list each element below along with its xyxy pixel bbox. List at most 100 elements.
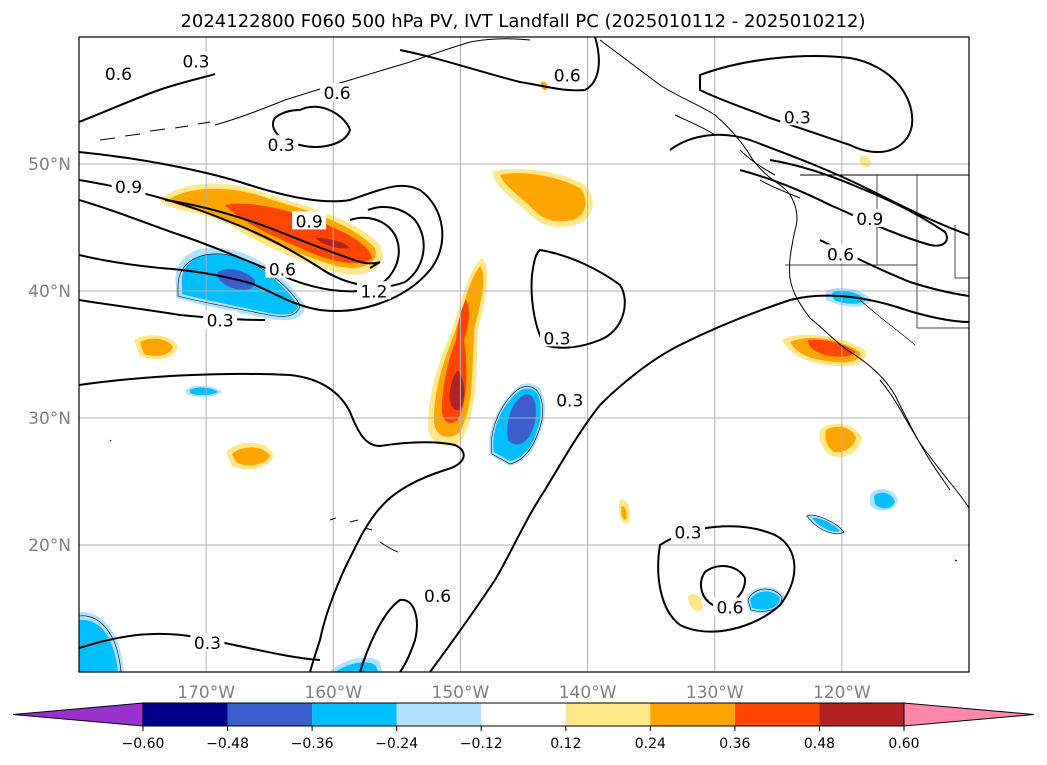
pv-negative-patch bbox=[507, 394, 536, 445]
pv-negative-patch bbox=[190, 387, 218, 396]
contour-label: 0.3 bbox=[674, 524, 701, 544]
contour-label: 0.3 bbox=[194, 634, 221, 654]
contour-label: 0.9 bbox=[856, 210, 883, 230]
contour-label: 0.6 bbox=[716, 599, 743, 619]
contour-line-0.6-coast bbox=[739, 159, 948, 247]
contour-line-0.6 bbox=[79, 73, 216, 123]
contour-labels: 0.6 0.3 0.6 0.3 0.6 0.3 0.9 0.9 0.6 0.3 1.2 0.9 0.6 0… bbox=[101, 51, 887, 654]
y-tick-labels: 20°N 30°N 40°N 50°N bbox=[28, 155, 71, 556]
x-tick-labels: 170°W 160°W 150°W 140°W 130°W 120°W bbox=[177, 683, 871, 703]
contour-label: 0.3 bbox=[544, 329, 571, 349]
map-content: 0.6 0.3 0.6 0.3 0.6 0.3 0.9 0.9 0.6 0.3 1.2 0.9 0.6 0… bbox=[79, 37, 969, 672]
contour-label-bg bbox=[712, 597, 747, 616]
pv-positive-patch bbox=[825, 426, 856, 453]
colorbar-bin bbox=[143, 703, 228, 726]
shade-outline bbox=[491, 386, 543, 465]
y-tick-label: 50°N bbox=[28, 155, 71, 175]
bc-islands bbox=[674, 114, 801, 199]
colorbar-bin bbox=[481, 703, 566, 726]
contour-line-0.3 bbox=[699, 54, 914, 154]
pv-positive-patch bbox=[621, 506, 627, 520]
contour-line-0.3-mid bbox=[79, 372, 465, 672]
y-tick-label: 30°N bbox=[28, 409, 71, 429]
contour-line-0.6-south bbox=[359, 598, 418, 672]
colorbar-bin bbox=[396, 703, 482, 726]
x-tick-label: 120°W bbox=[813, 683, 871, 703]
pv-shading bbox=[79, 81, 898, 672]
contour-label-bg bbox=[320, 83, 355, 102]
pv-positive-patch bbox=[140, 338, 173, 356]
contour-label-bg bbox=[552, 390, 587, 409]
contour-line-0.6 bbox=[399, 37, 600, 92]
pv-negative-patch bbox=[812, 517, 840, 532]
contour-line-0.9 bbox=[79, 199, 400, 293]
contour-label: 0.6 bbox=[324, 84, 351, 104]
colorbar-bin bbox=[650, 703, 735, 726]
small-island bbox=[109, 439, 112, 442]
pv-positive-patch bbox=[315, 238, 350, 249]
contour-label-bg bbox=[540, 328, 575, 347]
pv-negative-patch bbox=[79, 619, 118, 672]
contour-label: 0.3 bbox=[784, 108, 811, 128]
contour-label: 0.6 bbox=[269, 261, 296, 281]
map-frame bbox=[78, 36, 970, 673]
alaska-coast bbox=[214, 38, 531, 126]
colorbar-tick-label: −0.48 bbox=[206, 736, 249, 752]
colorbar-tick-label: −0.24 bbox=[375, 736, 418, 752]
contour-label: 1.2 bbox=[360, 282, 387, 302]
baja-coast bbox=[879, 379, 951, 491]
contour-label-bg bbox=[550, 65, 585, 84]
pv-positive-patch bbox=[500, 173, 586, 222]
colorbar-tick-label: −0.60 bbox=[122, 736, 165, 752]
contour-label-bg bbox=[671, 522, 706, 541]
pv-negative-patch bbox=[336, 662, 378, 672]
colorbar: −0.60 −0.48 −0.36 −0.24 −0.12 0.12 0.24 0.36 0.4… bbox=[12, 702, 1035, 752]
colorbar-tick-label: −0.12 bbox=[460, 736, 503, 752]
colorbar-bin bbox=[819, 703, 904, 726]
contour-line-0.3-center bbox=[530, 248, 626, 349]
contour-line-0.3-south bbox=[79, 299, 266, 321]
colorbar-tick-label: 0.48 bbox=[804, 736, 835, 752]
contour-label-bg bbox=[265, 259, 300, 278]
contour-label-bg bbox=[178, 51, 213, 70]
aleutian-islands bbox=[99, 121, 211, 141]
contour-label-bg bbox=[420, 586, 455, 605]
contour-label: 0.3 bbox=[182, 52, 209, 72]
small-island bbox=[954, 559, 958, 562]
contour-label: 0.3 bbox=[268, 136, 295, 156]
pv-negative-patch bbox=[750, 591, 780, 610]
contour-line-0.6 bbox=[79, 179, 425, 288]
x-tick-label: 160°W bbox=[304, 683, 362, 703]
shade-outline bbox=[806, 514, 845, 535]
contour-label-bg bbox=[356, 281, 391, 300]
contour-line-0.3 bbox=[272, 105, 352, 148]
colorbar-tick-label: 0.24 bbox=[635, 736, 666, 752]
x-tick-label: 170°W bbox=[177, 683, 235, 703]
colorbar-extend-high bbox=[903, 702, 1035, 727]
colorbar-bin bbox=[227, 703, 313, 726]
colorbar-tick-label: 0.36 bbox=[719, 736, 750, 752]
pv-positive-patch bbox=[688, 593, 703, 612]
x-tick-label: 140°W bbox=[559, 683, 617, 703]
contour-label: 0.6 bbox=[424, 587, 451, 607]
contour-label: 0.9 bbox=[115, 178, 142, 198]
contour-label-bg bbox=[780, 107, 815, 126]
pv-positive-patch bbox=[808, 339, 856, 357]
y-tick-label: 20°N bbox=[28, 536, 71, 556]
contour-label-bg bbox=[264, 135, 299, 154]
colorbar-bin bbox=[565, 703, 651, 726]
coastlines bbox=[99, 38, 969, 562]
contour-label: 0.9 bbox=[296, 212, 323, 232]
contour-label: 0.3 bbox=[556, 391, 583, 411]
contour-label-bg bbox=[190, 633, 225, 652]
contour-label-bg bbox=[111, 177, 146, 196]
contour-label: 0.6 bbox=[105, 65, 132, 85]
contour-label-bg bbox=[852, 208, 887, 227]
contour-label: 0.6 bbox=[554, 66, 581, 86]
x-tick-label: 130°W bbox=[686, 683, 744, 703]
contour-label: 0.3 bbox=[207, 311, 234, 331]
pv-positive-patch bbox=[232, 447, 270, 466]
colorbar-tick-label: 0.60 bbox=[888, 736, 919, 752]
contour-line-0.3-long bbox=[79, 151, 444, 312]
